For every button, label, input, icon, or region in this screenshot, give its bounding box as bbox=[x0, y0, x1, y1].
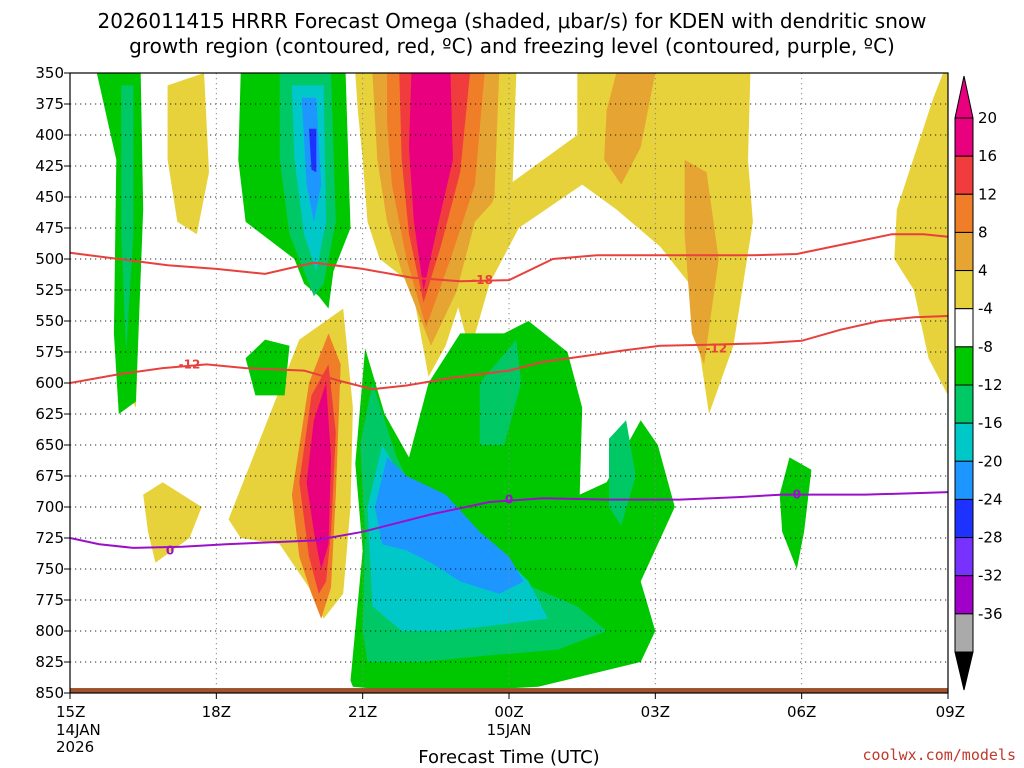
omega-region bbox=[245, 339, 290, 396]
omega-region bbox=[604, 73, 656, 185]
omega-region bbox=[143, 482, 202, 563]
colorbar: 20 16 12 8 4 -4 -8 -12 -16 -20 -24 -28 -32 -36 bbox=[954, 75, 1003, 691]
colorbar-segment bbox=[954, 193, 974, 233]
contour--18C bbox=[70, 233, 948, 283]
colorbar-over-arrow bbox=[954, 75, 974, 119]
colorbar-segment bbox=[954, 460, 974, 500]
y-tick-label: 775 bbox=[35, 591, 64, 609]
colorbar-label: -8 bbox=[978, 338, 993, 356]
colorbar-label: -20 bbox=[978, 452, 1003, 470]
y-tick-label: 750 bbox=[35, 560, 64, 578]
colorbar-segment bbox=[954, 270, 974, 310]
colorbar-segment bbox=[954, 346, 974, 386]
source-credit: coolwx.com/models bbox=[862, 746, 1016, 764]
y-tick-label: 450 bbox=[35, 188, 64, 206]
contour-0C bbox=[70, 491, 948, 549]
colorbar-segment bbox=[954, 422, 974, 462]
omega-region bbox=[479, 339, 522, 445]
x-tick-label: 18Z bbox=[202, 703, 231, 721]
omega-region bbox=[167, 73, 209, 235]
y-tick-label: 800 bbox=[35, 622, 64, 640]
x-tick-label: 21Z bbox=[348, 703, 377, 721]
colorbar-segment bbox=[954, 537, 974, 577]
terrain-band bbox=[70, 688, 948, 693]
chart-title-line-2: growth region (contoured, red, ºC) and f… bbox=[129, 34, 895, 58]
colorbar-segment bbox=[954, 384, 974, 424]
contour-label: 0 bbox=[505, 493, 513, 507]
y-tick-label: 550 bbox=[35, 312, 64, 330]
omega-region bbox=[96, 73, 144, 414]
colorbar-label: -32 bbox=[978, 567, 1003, 585]
y-tick-label: 350 bbox=[35, 64, 64, 82]
y-tick-label: 375 bbox=[35, 95, 64, 113]
colorbar-segment bbox=[954, 613, 974, 653]
colorbar-label: -12 bbox=[978, 376, 1003, 394]
colorbar-label: -16 bbox=[978, 414, 1003, 432]
omega-region bbox=[455, 73, 753, 414]
x-tick-sublabel: 15JAN bbox=[487, 721, 532, 739]
y-axis: 350 375 400 425 450 475 500 525 550 575 600 625 650 6… bbox=[35, 64, 70, 702]
contour--12C bbox=[70, 315, 948, 391]
contour-label: -12 bbox=[179, 357, 201, 371]
colorbar-label: 16 bbox=[978, 147, 997, 165]
omega-region bbox=[684, 159, 719, 365]
omega-region bbox=[121, 85, 134, 353]
x-tick-sublabel: 14JAN bbox=[56, 721, 101, 739]
x-tick-label: 09Z bbox=[936, 703, 965, 721]
y-tick-label: 525 bbox=[35, 281, 64, 299]
colorbar-label: -36 bbox=[978, 605, 1003, 623]
y-tick-label: 475 bbox=[35, 219, 64, 237]
y-tick-label: 725 bbox=[35, 529, 64, 547]
colorbar-segment bbox=[954, 231, 974, 272]
contour-label: -18 bbox=[471, 273, 493, 287]
omega-region bbox=[306, 383, 331, 569]
contour-label: 0 bbox=[166, 543, 174, 557]
omega-region bbox=[374, 457, 524, 594]
y-tick-label: 850 bbox=[35, 684, 64, 702]
x-tick-label: 00Z bbox=[494, 703, 523, 721]
colorbar-label: 12 bbox=[978, 185, 997, 203]
colorbar-segment bbox=[954, 308, 974, 348]
colorbar-label: -4 bbox=[978, 300, 993, 318]
y-tick-label: 575 bbox=[35, 343, 64, 361]
contour-label: -12 bbox=[705, 341, 727, 355]
y-tick-label: 400 bbox=[35, 126, 64, 144]
colorbar-label: 20 bbox=[978, 109, 997, 127]
plot-content: -18 -12 -12 0 0 0 bbox=[70, 73, 948, 693]
colorbar-segment bbox=[954, 117, 974, 157]
y-tick-label: 825 bbox=[35, 653, 64, 671]
omega-region bbox=[409, 73, 453, 290]
y-tick-label: 625 bbox=[35, 405, 64, 423]
y-tick-label: 425 bbox=[35, 157, 64, 175]
x-tick-sublabel: 2026 bbox=[56, 738, 94, 756]
y-tick-label: 675 bbox=[35, 467, 64, 485]
colorbar-under-arrow bbox=[954, 651, 974, 691]
x-tick-label: 15Z bbox=[56, 703, 85, 721]
x-tick-label: 06Z bbox=[787, 703, 816, 721]
y-tick-label: 650 bbox=[35, 436, 64, 454]
omega-region bbox=[309, 128, 317, 173]
plot-area: -18 -12 -12 0 0 0 bbox=[70, 73, 948, 693]
colorbar-label: 4 bbox=[978, 262, 988, 280]
chart-title-line-1: 2026011415 HRRR Forecast Omega (shaded, … bbox=[97, 9, 926, 33]
contour-label: 0 bbox=[793, 488, 801, 502]
x-axis-label: Forecast Time (UTC) bbox=[418, 747, 599, 768]
y-tick-label: 600 bbox=[35, 374, 64, 392]
colorbar-label: -24 bbox=[978, 490, 1003, 508]
omega-region bbox=[779, 457, 812, 569]
colorbar-segment bbox=[954, 575, 974, 615]
colorbar-label: -28 bbox=[978, 529, 1003, 547]
y-tick-label: 500 bbox=[35, 250, 64, 268]
colorbar-segment bbox=[954, 498, 974, 539]
x-tick-label: 03Z bbox=[641, 703, 670, 721]
y-tick-label: 700 bbox=[35, 498, 64, 516]
colorbar-label: 8 bbox=[978, 223, 988, 241]
colorbar-segment bbox=[954, 155, 974, 195]
